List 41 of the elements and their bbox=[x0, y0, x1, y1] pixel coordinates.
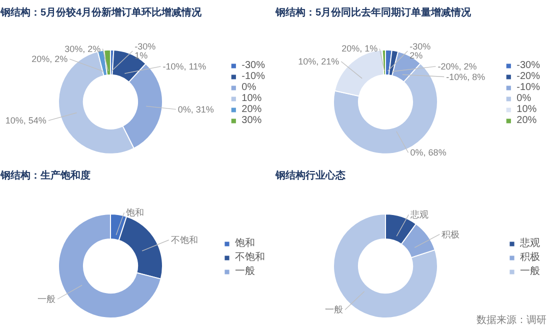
legend-label: -30% bbox=[516, 60, 540, 71]
chart-title: 钢结构：5月份同比去年同期订单量增减情况 bbox=[274, 6, 472, 18]
legend-label: 20% bbox=[516, 115, 537, 126]
data-label: -20%, 2% bbox=[438, 61, 477, 72]
legend-label: 0% bbox=[516, 93, 532, 104]
data-label: 20%, 2% bbox=[32, 54, 68, 64]
legend-label: -20% bbox=[516, 71, 540, 82]
legend-label: 0% bbox=[242, 82, 258, 93]
legend-label: 一般 bbox=[235, 265, 255, 278]
legend-label: 一般 bbox=[520, 265, 540, 278]
data-label: -30% 1% bbox=[134, 42, 156, 60]
data-label: 30%, 2% bbox=[64, 44, 101, 54]
slice-label: 饱和 bbox=[125, 208, 144, 218]
source-note: 数据来源：调研 bbox=[476, 314, 546, 326]
legend-label: 10% bbox=[516, 104, 537, 115]
data-label: -30% 2% bbox=[410, 42, 431, 60]
legend-label: 悲观 bbox=[520, 236, 540, 250]
slice-label: 积极 bbox=[442, 229, 460, 240]
legend-label: 积极 bbox=[520, 250, 540, 264]
data-label: -10%, 11% bbox=[162, 61, 206, 72]
slice-label: 一般 bbox=[325, 304, 344, 315]
chart-title: 钢结构：生产饱和度 bbox=[0, 170, 90, 182]
data-label: 10%, 21% bbox=[298, 56, 340, 66]
chart-title: 钢结构行业心态 bbox=[274, 170, 346, 182]
data-label: 10%, 54% bbox=[5, 116, 46, 126]
slice-label: 悲观 bbox=[410, 210, 429, 220]
data-label: 20%, 1% bbox=[342, 44, 378, 54]
legend-label: 10% bbox=[242, 93, 262, 104]
legend-label: -10% bbox=[516, 82, 540, 93]
legend-label: 30% bbox=[242, 115, 262, 126]
legend-label: 20% bbox=[242, 104, 262, 115]
data-label: 0%, 31% bbox=[178, 104, 214, 114]
slice-label: 一般 bbox=[38, 294, 56, 304]
slice-label: 不饱和 bbox=[170, 235, 198, 245]
chart-title: 钢结构：5月份较4月份新增订单环比增减情况 bbox=[0, 6, 203, 18]
data-label: -10%, 8% bbox=[446, 72, 486, 82]
legend-label: -30% bbox=[242, 60, 265, 71]
data-label: 0%, 68% bbox=[410, 148, 446, 158]
legend-label: 饱和 bbox=[235, 236, 255, 250]
legend-label: -10% bbox=[242, 71, 265, 82]
legend-label: 不饱和 bbox=[235, 250, 265, 264]
